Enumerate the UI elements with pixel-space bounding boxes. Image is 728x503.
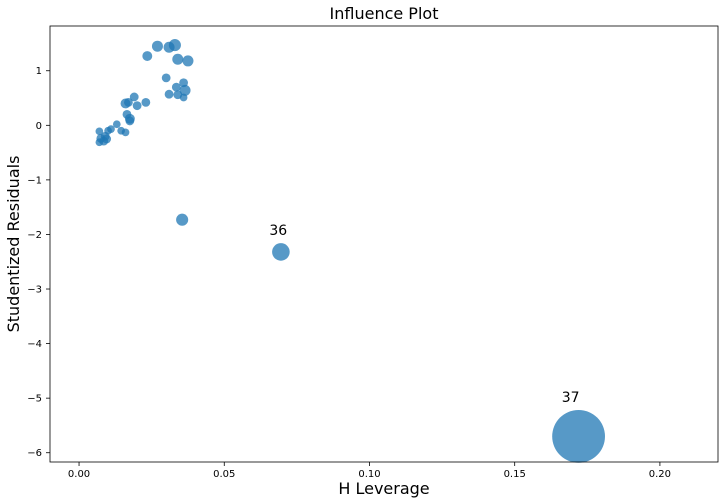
data-point — [182, 55, 194, 67]
y-tick-label: −4 — [27, 339, 42, 350]
data-point — [129, 92, 139, 102]
annotations-layer: 36 37 — [269, 223, 579, 406]
y-axis: 1 0 −1 −2 −3 −4 −5 −6 — [27, 66, 50, 459]
y-tick-label: 0 — [36, 121, 42, 132]
x-tick-label: 0.10 — [358, 469, 380, 480]
data-point — [95, 138, 104, 147]
data-point — [179, 84, 191, 96]
data-point — [161, 73, 171, 83]
data-point — [141, 97, 151, 107]
x-tick-label: 0.20 — [649, 469, 671, 480]
data-point — [125, 116, 135, 126]
point-annotation: 36 — [269, 223, 287, 239]
points-layer — [95, 39, 605, 463]
data-point — [176, 213, 189, 226]
data-point — [272, 243, 290, 261]
y-tick-label: −2 — [27, 230, 42, 241]
data-point — [142, 51, 153, 61]
data-point — [151, 40, 163, 52]
y-tick-label: −6 — [27, 448, 42, 459]
data-point — [112, 120, 121, 129]
data-point — [179, 93, 188, 102]
y-tick-label: −1 — [27, 175, 42, 186]
data-point — [172, 53, 184, 65]
x-axis-title: H Leverage — [338, 479, 429, 498]
data-point — [120, 98, 131, 109]
x-axis: 0.00 0.05 0.10 0.15 0.20 — [68, 462, 671, 480]
data-point — [164, 89, 174, 99]
x-tick-label: 0.15 — [504, 469, 526, 480]
data-point — [121, 128, 130, 137]
chart-title: Influence Plot — [330, 4, 439, 23]
data-point — [95, 127, 104, 136]
data-point — [168, 39, 181, 52]
y-tick-label: −5 — [27, 394, 42, 405]
data-point — [171, 82, 181, 92]
y-axis-title: Studentized Residuals — [4, 156, 23, 333]
x-tick-label: 0.05 — [213, 469, 235, 480]
data-point — [552, 409, 605, 463]
plot-frame — [49, 25, 719, 463]
y-tick-label: −3 — [27, 285, 42, 296]
data-point — [132, 101, 142, 111]
x-tick-label: 0.00 — [68, 469, 90, 480]
y-tick-label: 1 — [36, 66, 42, 77]
point-annotation: 37 — [562, 390, 580, 406]
